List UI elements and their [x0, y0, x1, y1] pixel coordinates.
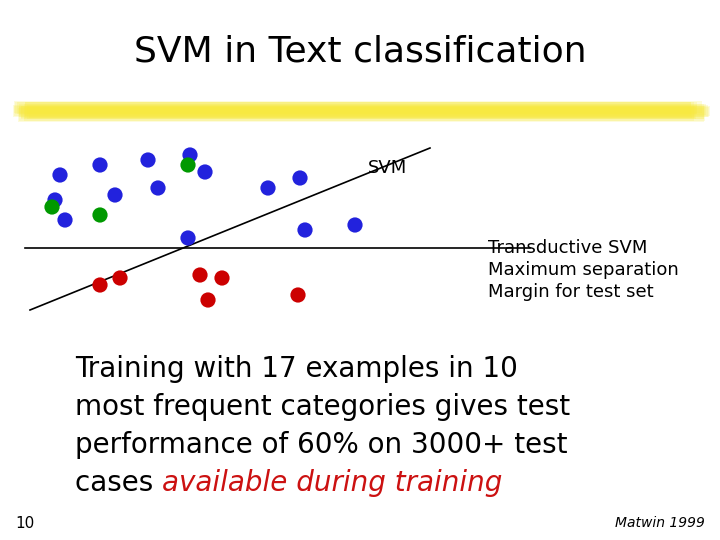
Point	[216, 274, 228, 282]
Text: Training with 17 examples in 10: Training with 17 examples in 10	[75, 355, 518, 383]
Text: Matwin 1999: Matwin 1999	[615, 516, 705, 530]
Bar	[14, 102, 697, 114]
Text: most frequent categories gives test: most frequent categories gives test	[75, 393, 570, 421]
Text: Margin for test set: Margin for test set	[488, 283, 654, 301]
Text: Transductive SVM: Transductive SVM	[488, 239, 647, 257]
Point	[184, 151, 196, 159]
Point	[182, 234, 194, 242]
Text: SVM: SVM	[368, 159, 408, 177]
Point	[199, 168, 211, 177]
Bar	[24, 107, 694, 120]
Point	[49, 195, 60, 204]
Point	[182, 161, 194, 170]
Bar	[19, 107, 709, 117]
Point	[294, 174, 306, 183]
Text: Maximum separation: Maximum separation	[488, 261, 679, 279]
Point	[94, 211, 106, 219]
Bar	[19, 104, 706, 114]
Text: performance of 60% on 3000+ test: performance of 60% on 3000+ test	[75, 431, 567, 459]
Point	[300, 226, 311, 234]
Bar	[19, 106, 706, 121]
Bar	[14, 106, 710, 116]
Point	[202, 296, 214, 305]
Point	[349, 221, 361, 230]
Point	[94, 161, 106, 170]
Point	[94, 281, 106, 289]
Bar	[22, 106, 695, 118]
Point	[262, 184, 274, 192]
Point	[152, 184, 163, 192]
Point	[46, 202, 58, 211]
Point	[109, 191, 121, 199]
Text: SVM in Text classification: SVM in Text classification	[134, 35, 586, 69]
Bar	[30, 107, 692, 118]
Text: 10: 10	[15, 516, 35, 530]
Point	[143, 156, 154, 164]
Bar	[17, 102, 691, 113]
Bar	[25, 102, 694, 118]
Point	[54, 171, 66, 179]
Bar	[27, 107, 696, 119]
Point	[292, 291, 304, 299]
Bar	[18, 107, 704, 122]
Bar	[24, 105, 703, 119]
Point	[114, 274, 126, 282]
Bar	[27, 105, 698, 114]
Bar	[25, 102, 690, 116]
Point	[59, 215, 71, 224]
Bar	[14, 101, 702, 113]
Bar	[13, 105, 708, 117]
Bar	[21, 106, 704, 118]
Text: cases: cases	[75, 469, 162, 497]
Text: available during training: available during training	[162, 469, 503, 497]
Point	[194, 271, 206, 279]
